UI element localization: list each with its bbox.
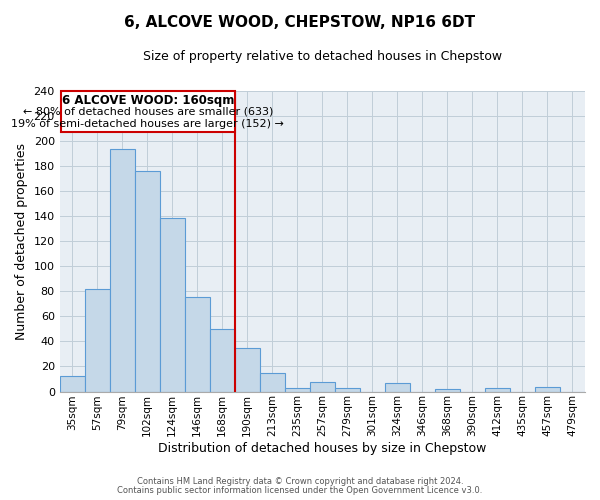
Bar [235, 348, 260, 392]
Bar [85, 288, 110, 392]
Bar [185, 298, 210, 392]
Bar [535, 386, 560, 392]
Bar [260, 372, 285, 392]
Bar [310, 382, 335, 392]
Text: Contains HM Land Registry data © Crown copyright and database right 2024.: Contains HM Land Registry data © Crown c… [137, 477, 463, 486]
Bar [485, 388, 510, 392]
Bar [435, 389, 460, 392]
Text: 6, ALCOVE WOOD, CHEPSTOW, NP16 6DT: 6, ALCOVE WOOD, CHEPSTOW, NP16 6DT [124, 15, 476, 30]
Bar [135, 171, 160, 392]
Text: 19% of semi-detached houses are larger (152) →: 19% of semi-detached houses are larger (… [11, 120, 284, 130]
Bar [385, 383, 410, 392]
Bar [110, 150, 135, 392]
Bar [160, 218, 185, 392]
Title: Size of property relative to detached houses in Chepstow: Size of property relative to detached ho… [143, 50, 502, 63]
Text: 6 ALCOVE WOOD: 160sqm: 6 ALCOVE WOOD: 160sqm [62, 94, 234, 108]
Text: ← 80% of detached houses are smaller (633): ← 80% of detached houses are smaller (63… [23, 107, 273, 117]
Bar [335, 388, 360, 392]
Text: Contains public sector information licensed under the Open Government Licence v3: Contains public sector information licen… [118, 486, 482, 495]
Y-axis label: Number of detached properties: Number of detached properties [15, 142, 28, 340]
Bar [59, 376, 85, 392]
Bar [210, 329, 235, 392]
X-axis label: Distribution of detached houses by size in Chepstow: Distribution of detached houses by size … [158, 442, 487, 455]
FancyBboxPatch shape [61, 90, 235, 132]
Bar [285, 388, 310, 392]
